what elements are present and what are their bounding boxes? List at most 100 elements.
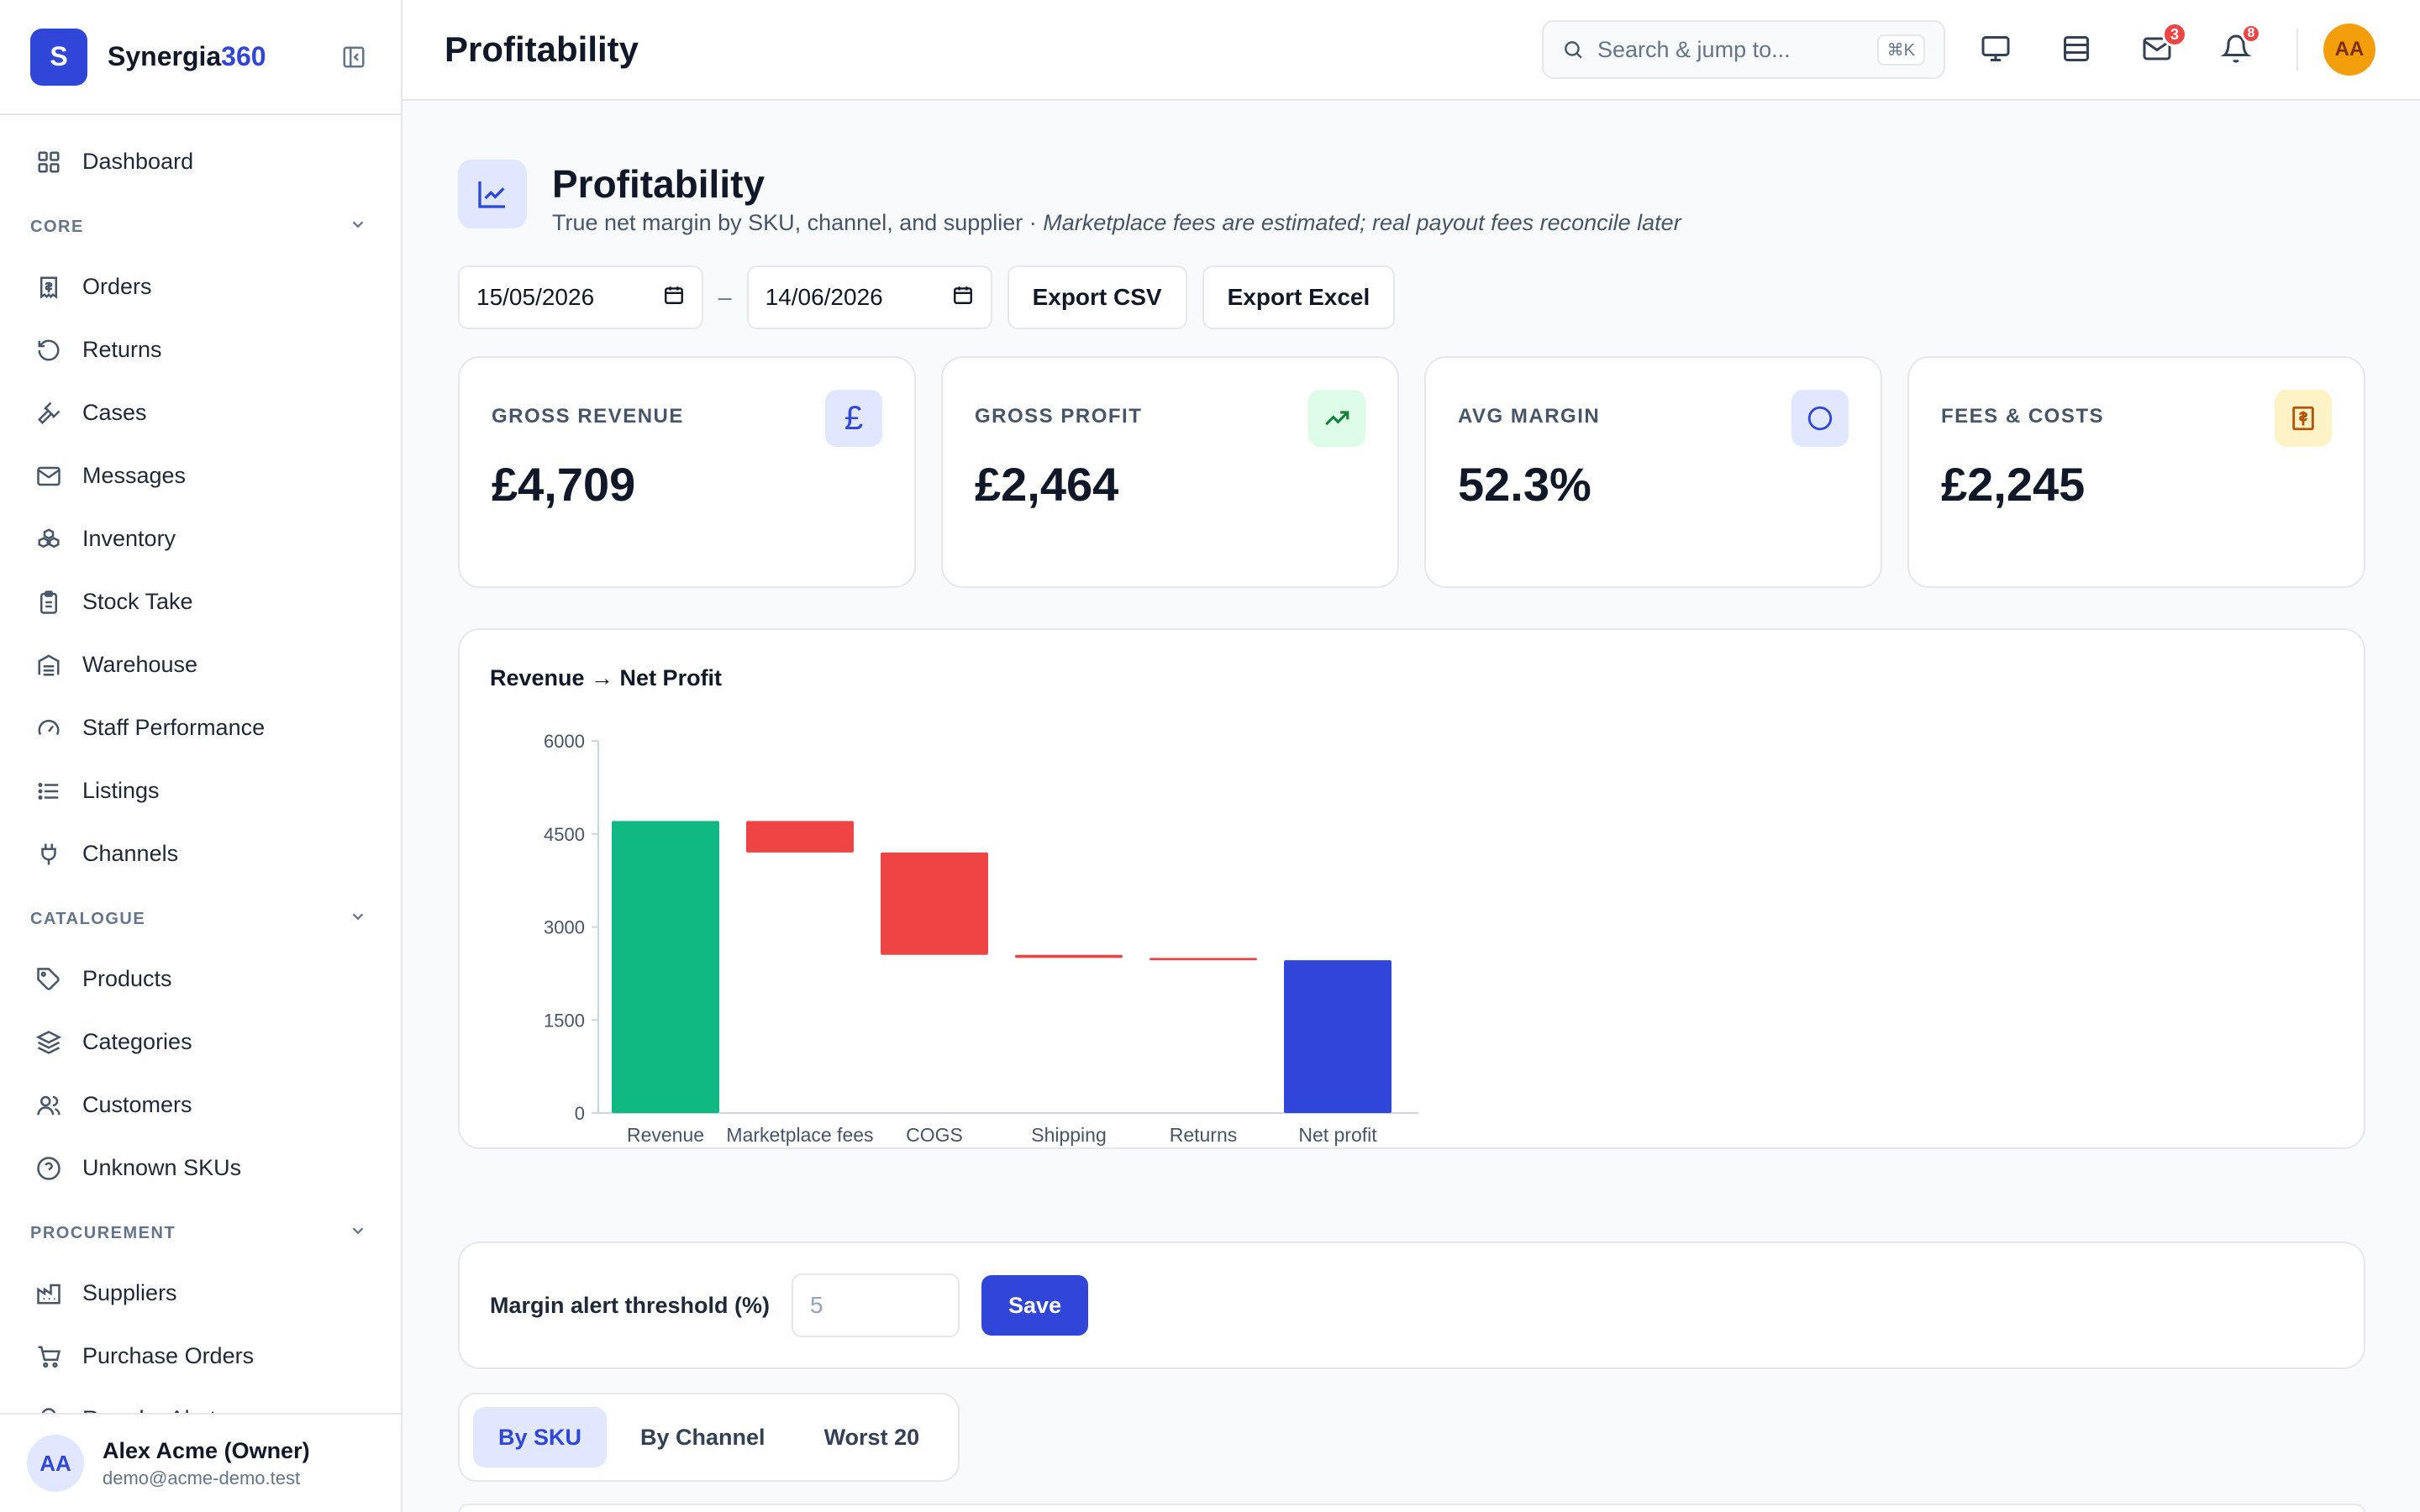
sidebar-item-label: Messages [82, 463, 187, 488]
save-button[interactable]: Save [981, 1275, 1089, 1336]
avatar[interactable]: AA [2323, 24, 2375, 76]
search-shortcut: ⌘K [1876, 34, 1925, 66]
help-circle-icon [34, 1153, 64, 1184]
tag-icon [34, 964, 64, 995]
kpi-cards: GROSS REVENUE £4,709 £ GROSS PROFIT £2,4… [458, 356, 2365, 588]
sidebar-item-suppliers[interactable]: Suppliers [0, 1262, 401, 1325]
topbar-title: Profitability [445, 29, 639, 69]
sidebar-item-stock-take[interactable]: Stock Take [0, 570, 401, 633]
sidebar-collapse-icon[interactable] [337, 40, 371, 74]
monitor-icon[interactable] [1977, 30, 2014, 67]
export-csv-button[interactable]: Export CSV [1007, 265, 1187, 329]
sidebar: S Synergia360 Dashboard CORE Orders Retu… [0, 0, 402, 1512]
date-from-input[interactable]: 15/05/2026 [458, 265, 703, 329]
sidebar-item-products[interactable]: Products [0, 948, 401, 1011]
date-from-value: 15/05/2026 [476, 284, 595, 310]
sidebar-item-categories[interactable]: Categories [0, 1011, 401, 1074]
sidebar-item-messages[interactable]: Messages [0, 444, 401, 507]
warehouse-icon [34, 650, 64, 680]
calendar-icon[interactable] [663, 284, 685, 312]
tab-by-sku[interactable]: By SKU [473, 1407, 608, 1467]
chart-bar [1150, 958, 1257, 961]
tab-worst-20[interactable]: Worst 20 [823, 1424, 920, 1450]
chart-bar [1015, 954, 1123, 958]
brand: S Synergia360 [0, 0, 401, 115]
table-card [458, 1504, 2365, 1512]
search-input[interactable]: Search & jump to... ⌘K [1542, 20, 1945, 79]
receipt-icon [34, 272, 64, 302]
gavel-icon [34, 398, 64, 428]
chevron-down-icon [349, 1221, 367, 1245]
brand-name[interactable]: Synergia360 [108, 41, 266, 71]
page-subtitle: True net margin by SKU, channel, and sup… [552, 210, 1681, 235]
sidebar-item-customers[interactable]: Customers [0, 1074, 401, 1137]
threshold-input[interactable]: 5 [792, 1273, 960, 1337]
sidebar-item-label: Products [82, 966, 172, 991]
topbar: Profitability Search & jump to... ⌘K 3 8… [402, 0, 2420, 101]
sidebar-item-dashboard[interactable]: Dashboard [0, 130, 401, 193]
bell-badge: 8 [2241, 24, 2261, 44]
sidebar-item-inventory[interactable]: Inventory [0, 507, 401, 570]
y-tick-label: 0 [575, 1103, 585, 1124]
line-chart-icon [458, 160, 527, 228]
search-icon [1562, 39, 1584, 60]
x-tick-label: Marketplace fees [726, 1124, 873, 1146]
sidebar-item-listings[interactable]: Listings [0, 759, 401, 822]
sidebar-item-purchase-orders[interactable]: Purchase Orders [0, 1325, 401, 1388]
sidebar-item-warehouse[interactable]: Warehouse [0, 633, 401, 696]
layout-icon[interactable] [2058, 30, 2095, 67]
chevron-down-icon [349, 215, 367, 239]
sidebar-item-channels[interactable]: Channels [0, 822, 401, 885]
revenue-waterfall-chart: Revenue → Net Profit 0 1500 3000 4500 6000 Re… [458, 628, 2365, 1149]
kpi-label: FEES & COSTS [1941, 405, 2105, 428]
sidebar-item-returns[interactable]: Returns [0, 318, 401, 381]
pound-icon: £ [825, 390, 882, 447]
users-icon [34, 1090, 64, 1121]
layers-icon [34, 1027, 64, 1058]
user-profile[interactable]: AA Alex Acme (Owner) demo@acme-demo.test [0, 1413, 401, 1512]
date-separator: – [718, 284, 732, 310]
kpi-gross-revenue: GROSS REVENUE £4,709 £ [458, 356, 916, 588]
sidebar-item-cases[interactable]: Cases [0, 381, 401, 444]
section-core[interactable]: CORE [0, 198, 401, 255]
bell-icon[interactable]: 8 [2217, 24, 2261, 67]
chart-title: Revenue → Net Profit [490, 665, 723, 690]
x-tick-label: Revenue [627, 1124, 704, 1146]
cart-icon [34, 1341, 64, 1372]
sidebar-nav: Dashboard CORE Orders Returns Cases Mess… [0, 115, 401, 1451]
sidebar-item-label: Stock Take [82, 589, 193, 614]
page-title: Profitability [552, 162, 765, 206]
user-email: demo@acme-demo.test [103, 1467, 301, 1488]
sidebar-item-orders[interactable]: Orders [0, 255, 401, 318]
chart-bar [612, 821, 719, 1113]
sidebar-item-label: Purchase Orders [82, 1343, 255, 1368]
sidebar-item-staff-performance[interactable]: Staff Performance [0, 696, 401, 759]
sidebar-item-label: Returns [82, 337, 162, 362]
gauge-icon [34, 713, 64, 743]
y-tick-label: 4500 [544, 824, 585, 845]
y-tick-label: 1500 [544, 1010, 585, 1031]
tab-by-channel[interactable]: By Channel [640, 1424, 765, 1450]
sidebar-item-label: Customers [82, 1092, 192, 1117]
kpi-label: GROSS REVENUE [492, 405, 684, 428]
brand-logo[interactable]: S [30, 28, 87, 86]
chevron-down-icon [349, 907, 367, 931]
sidebar-item-unknown-skus[interactable]: Unknown SKUs [0, 1137, 401, 1200]
kpi-avg-margin: AVG MARGIN 52.3% [1424, 356, 1882, 588]
sidebar-item-label: Warehouse [82, 652, 198, 677]
sidebar-item-label: Unknown SKUs [82, 1155, 242, 1180]
sidebar-item-label: Staff Performance [82, 715, 266, 740]
section-catalogue[interactable]: CATALOGUE [0, 890, 401, 948]
sidebar-item-label: Cases [82, 400, 147, 425]
section-procurement[interactable]: PROCUREMENT [0, 1205, 401, 1262]
inbox-icon[interactable]: 3 [2139, 22, 2187, 67]
grid-icon [34, 147, 64, 177]
topbar-divider [2296, 29, 2298, 71]
chart-bar [746, 821, 854, 853]
export-excel-button[interactable]: Export Excel [1202, 265, 1396, 329]
x-tick-label: Shipping [1031, 1124, 1107, 1146]
y-tick-label: 6000 [544, 731, 585, 752]
user-name: Alex Acme (Owner) [103, 1437, 310, 1463]
calendar-icon[interactable] [952, 284, 974, 312]
date-to-input[interactable]: 14/06/2026 [746, 265, 992, 329]
